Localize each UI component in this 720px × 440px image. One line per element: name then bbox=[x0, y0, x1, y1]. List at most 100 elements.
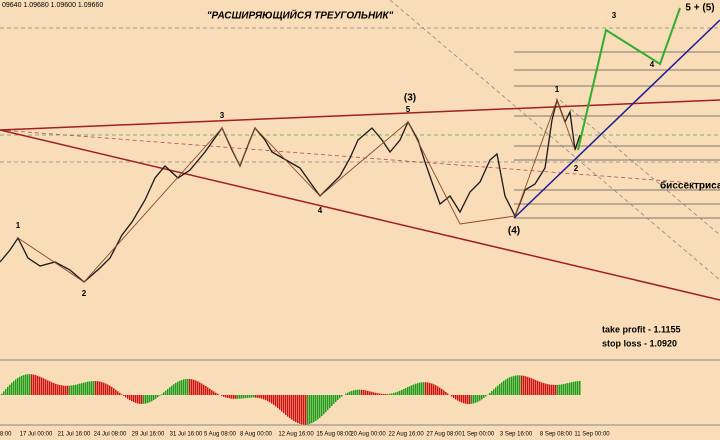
osc-bar bbox=[397, 391, 399, 395]
osc-bar bbox=[83, 382, 85, 395]
osc-bar bbox=[145, 395, 147, 404]
osc-bar bbox=[147, 395, 149, 403]
osc-bar bbox=[45, 379, 47, 395]
x-tick-label: 5 Aug 08:00 bbox=[204, 432, 237, 438]
osc-bar bbox=[541, 382, 543, 395]
osc-bar bbox=[89, 381, 91, 395]
osc-bar bbox=[295, 395, 297, 423]
osc-bar bbox=[225, 395, 227, 398]
triangle-lower bbox=[0, 129, 720, 301]
osc-bar bbox=[445, 391, 447, 395]
osc-bar bbox=[329, 395, 331, 409]
osc-bar bbox=[563, 383, 565, 395]
osc-bar bbox=[9, 384, 11, 395]
osc-bar bbox=[471, 395, 473, 404]
osc-bar bbox=[255, 395, 257, 398]
osc-bar bbox=[339, 395, 341, 399]
osc-bar bbox=[301, 395, 303, 425]
x-tick-label: 27 Aug 08:00 bbox=[426, 432, 462, 438]
osc-bar bbox=[379, 393, 381, 395]
osc-bar bbox=[73, 385, 75, 395]
osc-bar bbox=[281, 395, 283, 412]
osc-bar bbox=[157, 395, 159, 398]
osc-bar bbox=[547, 384, 549, 395]
osc-bar bbox=[51, 382, 53, 395]
osc-bar bbox=[243, 395, 245, 399]
osc-bar bbox=[21, 375, 23, 395]
osc-bar bbox=[401, 389, 403, 395]
osc-bar bbox=[303, 395, 305, 425]
osc-bar bbox=[293, 395, 295, 421]
osc-bar bbox=[545, 383, 547, 395]
osc-bar bbox=[99, 381, 101, 395]
osc-bar bbox=[491, 391, 493, 395]
osc-bar bbox=[473, 395, 475, 404]
osc-bar bbox=[165, 390, 167, 395]
osc-bar bbox=[309, 395, 311, 424]
osc-bar bbox=[427, 382, 429, 395]
osc-bar bbox=[7, 386, 9, 395]
osc-bar bbox=[367, 390, 369, 395]
osc-bar bbox=[141, 395, 143, 404]
x-tick-label: 1 Sep 00:00 bbox=[462, 432, 495, 438]
x-tick-label: 8 Sep 08:00 bbox=[540, 432, 573, 438]
wave-label: 3 bbox=[220, 111, 225, 120]
osc-bar bbox=[241, 395, 243, 399]
osc-bar bbox=[25, 374, 27, 395]
osc-bar bbox=[463, 395, 465, 404]
osc-bar bbox=[197, 381, 199, 395]
osc-bar bbox=[353, 390, 355, 395]
osc-bar bbox=[359, 389, 361, 395]
osc-bar bbox=[327, 395, 329, 411]
osc-bar bbox=[337, 395, 339, 400]
osc-bar bbox=[381, 393, 383, 395]
osc-bar bbox=[187, 378, 189, 395]
x-tick-label: 21 Jul 16:00 bbox=[58, 432, 91, 438]
osc-bar bbox=[495, 387, 497, 395]
osc-bar bbox=[511, 376, 513, 395]
osc-bar bbox=[245, 395, 247, 399]
osc-bar bbox=[569, 382, 571, 395]
osc-bar bbox=[33, 374, 35, 395]
x-tick-label: 11 Sep 00:00 bbox=[574, 432, 610, 438]
osc-bar bbox=[551, 384, 553, 395]
osc-bar bbox=[185, 379, 187, 395]
osc-bar bbox=[179, 380, 181, 395]
osc-bar bbox=[383, 393, 385, 395]
osc-bar bbox=[253, 395, 255, 398]
osc-bar bbox=[81, 383, 83, 395]
x-tick-label: 8 Aug 00:00 bbox=[240, 432, 273, 438]
osc-bar bbox=[171, 385, 173, 395]
osc-bar bbox=[27, 374, 29, 395]
osc-bar bbox=[231, 395, 233, 399]
triangle-upper bbox=[0, 99, 720, 131]
osc-bar bbox=[375, 392, 377, 395]
osc-bar bbox=[429, 382, 431, 395]
bisector bbox=[0, 129, 720, 186]
x-tick-label: 12 Aug 16:00 bbox=[278, 432, 314, 438]
osc-bar bbox=[237, 395, 239, 399]
osc-bar bbox=[531, 378, 533, 395]
osc-bar bbox=[483, 395, 485, 399]
osc-bar bbox=[421, 382, 423, 395]
osc-bar bbox=[121, 394, 123, 395]
osc-bar bbox=[183, 379, 185, 395]
osc-bar bbox=[577, 381, 579, 395]
osc-bar bbox=[1, 393, 3, 395]
osc-bar bbox=[23, 375, 25, 395]
wave-label: 4 bbox=[318, 206, 323, 215]
osc-bar bbox=[411, 385, 413, 395]
trend-line bbox=[513, 19, 720, 219]
osc-bar bbox=[153, 395, 155, 401]
dashed-lines bbox=[0, 0, 720, 281]
osc-bar bbox=[279, 395, 281, 410]
wave-label: 3 bbox=[612, 11, 617, 20]
osc-bar bbox=[323, 395, 325, 415]
note: stop loss - 1.0920 bbox=[602, 338, 677, 348]
osc-bar bbox=[461, 395, 463, 403]
osc-bar bbox=[163, 392, 165, 395]
osc-bar bbox=[35, 375, 37, 395]
osc-bar bbox=[523, 375, 525, 395]
osc-bar bbox=[479, 395, 481, 401]
osc-bar bbox=[135, 395, 137, 403]
